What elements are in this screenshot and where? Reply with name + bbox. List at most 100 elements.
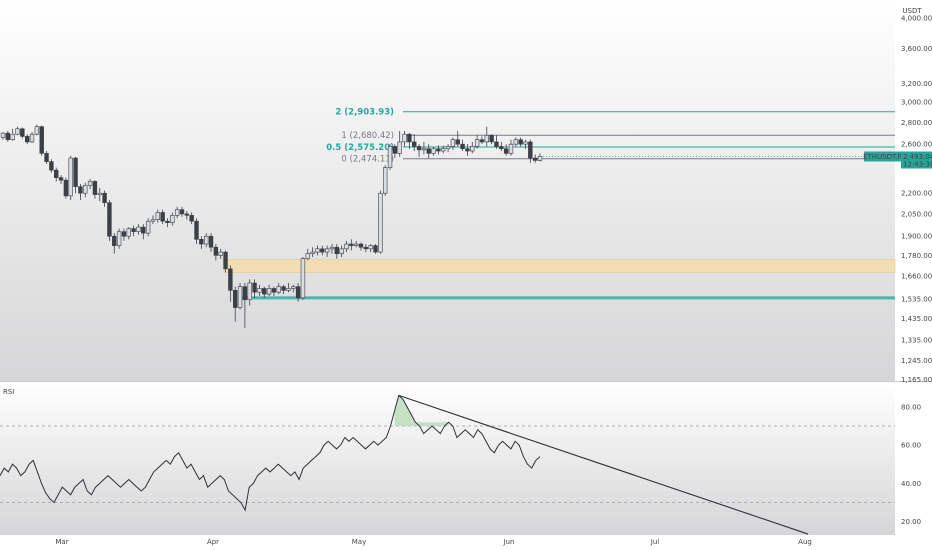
- candle[interactable]: [5, 130, 11, 142]
- candle[interactable]: [324, 245, 330, 258]
- candle[interactable]: [305, 248, 310, 261]
- candle[interactable]: [489, 134, 494, 145]
- candle[interactable]: [121, 228, 127, 241]
- candle[interactable]: [179, 206, 185, 217]
- candle[interactable]: [73, 156, 78, 194]
- candle[interactable]: [92, 180, 98, 199]
- candle[interactable]: [416, 144, 422, 157]
- candle[interactable]: [499, 141, 504, 152]
- candle[interactable]: [412, 134, 417, 152]
- candle[interactable]: [320, 245, 325, 256]
- candle[interactable]: [503, 144, 509, 156]
- candle[interactable]: [189, 212, 194, 225]
- candle[interactable]: [421, 141, 427, 155]
- candle[interactable]: [441, 145, 446, 154]
- candle[interactable]: [29, 132, 35, 144]
- candle[interactable]: [102, 190, 107, 207]
- candle[interactable]: [34, 124, 40, 136]
- candle[interactable]: [155, 209, 161, 223]
- candle[interactable]: [300, 257, 306, 300]
- candle[interactable]: [39, 125, 44, 156]
- candle[interactable]: [97, 187, 102, 202]
- candle[interactable]: [203, 233, 209, 248]
- candle[interactable]: [87, 178, 93, 190]
- candle[interactable]: [136, 224, 141, 235]
- candle[interactable]: [233, 286, 238, 322]
- candle[interactable]: [479, 136, 485, 145]
- candle[interactable]: [252, 279, 257, 298]
- candle[interactable]: [344, 240, 349, 253]
- candle[interactable]: [353, 240, 359, 248]
- candle[interactable]: [54, 167, 59, 182]
- candle[interactable]: [83, 182, 88, 198]
- candle[interactable]: [150, 215, 156, 225]
- candle[interactable]: [397, 130, 402, 157]
- candle[interactable]: [15, 126, 20, 136]
- candle[interactable]: [431, 146, 436, 156]
- candle[interactable]: [436, 145, 441, 155]
- candle[interactable]: [131, 225, 136, 237]
- candle[interactable]: [112, 233, 117, 254]
- candle[interactable]: [392, 144, 398, 159]
- candle[interactable]: [68, 155, 73, 200]
- candle[interactable]: [295, 282, 301, 302]
- candle[interactable]: [358, 242, 364, 251]
- candle[interactable]: [445, 144, 451, 153]
- candle[interactable]: [145, 218, 151, 237]
- candle[interactable]: [450, 137, 456, 150]
- candle[interactable]: [228, 265, 233, 302]
- candle[interactable]: [266, 284, 272, 296]
- candle[interactable]: [465, 144, 470, 156]
- candle[interactable]: [426, 144, 431, 159]
- candle[interactable]: [242, 282, 248, 328]
- candle[interactable]: [160, 209, 165, 225]
- candle[interactable]: [378, 190, 383, 254]
- candle[interactable]: [460, 139, 465, 152]
- candle[interactable]: [286, 282, 291, 293]
- candle[interactable]: [310, 247, 315, 258]
- candle[interactable]: [276, 282, 281, 295]
- candle[interactable]: [523, 139, 528, 149]
- candle[interactable]: [44, 151, 49, 165]
- candle[interactable]: [339, 245, 344, 258]
- candle[interactable]: [518, 137, 523, 147]
- candle[interactable]: [281, 284, 286, 295]
- candle[interactable]: [126, 227, 131, 240]
- candle[interactable]: [315, 245, 320, 256]
- candle[interactable]: [329, 244, 335, 254]
- candle[interactable]: [528, 139, 533, 163]
- candle[interactable]: [291, 284, 296, 293]
- candle[interactable]: [165, 218, 170, 228]
- candle[interactable]: [78, 184, 83, 200]
- candle[interactable]: [170, 212, 175, 226]
- candle[interactable]: [199, 236, 204, 249]
- candle[interactable]: [116, 228, 122, 249]
- candle[interactable]: [247, 279, 252, 306]
- candle[interactable]: [455, 130, 460, 147]
- candle[interactable]: [107, 199, 112, 241]
- candle[interactable]: [194, 218, 199, 245]
- candle[interactable]: [174, 206, 180, 219]
- candle[interactable]: [10, 128, 15, 141]
- candle[interactable]: [223, 250, 228, 273]
- candle[interactable]: [349, 239, 354, 251]
- candle[interactable]: [484, 126, 489, 147]
- candle[interactable]: [0, 132, 6, 140]
- candle[interactable]: [49, 159, 54, 173]
- candle[interactable]: [387, 144, 393, 171]
- candle[interactable]: [474, 135, 480, 149]
- candle[interactable]: [213, 244, 219, 261]
- candle[interactable]: [271, 286, 277, 296]
- candle[interactable]: [470, 141, 475, 154]
- rsi-trendline[interactable]: [398, 394, 809, 535]
- candle[interactable]: [257, 284, 262, 296]
- candle[interactable]: [407, 133, 412, 149]
- candle[interactable]: [494, 135, 499, 149]
- candle[interactable]: [262, 286, 267, 298]
- candle[interactable]: [368, 244, 373, 253]
- candle[interactable]: [382, 165, 388, 196]
- candle[interactable]: [237, 282, 243, 310]
- candle[interactable]: [402, 130, 407, 147]
- candle[interactable]: [24, 134, 30, 145]
